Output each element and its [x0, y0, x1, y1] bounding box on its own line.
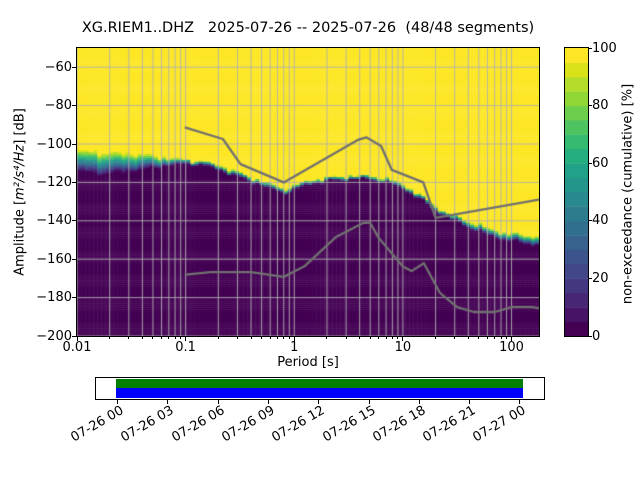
x-tick [76, 337, 78, 341]
y-tick [72, 220, 76, 222]
x-minor-tick [128, 337, 130, 340]
x-minor-tick [236, 337, 238, 340]
x-minor-tick [283, 337, 285, 340]
timeline-data-coverage-bar [116, 379, 523, 388]
ppsd-heatmap-canvas [76, 47, 540, 337]
x-minor-tick [161, 337, 163, 340]
colorbar-tick-label: 80 [592, 98, 609, 114]
x-minor-tick [276, 337, 278, 340]
x-tick [402, 337, 404, 341]
y-tick-label: −200 [36, 328, 72, 344]
x-axis-label: Period [s] [277, 355, 339, 370]
x-minor-tick [435, 337, 437, 340]
x-minor-tick [288, 337, 290, 340]
x-minor-tick [391, 337, 393, 340]
timeline-tick [519, 400, 521, 404]
colorbar-tick [588, 105, 592, 107]
x-tick-label: 1 [290, 340, 299, 355]
x-minor-tick [269, 337, 271, 340]
timeline-tick-label: 07-26 21 [420, 403, 479, 446]
timeline-tick-label: 07-26 06 [168, 403, 228, 446]
x-minor-tick [109, 337, 111, 340]
colorbar-tick-label: 40 [592, 213, 609, 229]
timeline-tick-label: 07-26 18 [370, 403, 429, 446]
x-minor-tick [454, 337, 456, 340]
y-tick-label: −160 [36, 251, 72, 267]
timeline-tick-label: 07-26 15 [319, 403, 378, 446]
timeline-tick-label: 07-26 12 [269, 403, 328, 446]
colorbar-canvas [564, 47, 589, 337]
y-tick [72, 335, 76, 337]
x-tick-label: 100 [499, 340, 524, 355]
x-tick [185, 337, 187, 341]
x-minor-tick [326, 337, 328, 340]
colorbar-tick-label: 20 [592, 270, 609, 286]
timeline-tick [267, 400, 269, 404]
x-minor-tick [506, 337, 508, 340]
y-tick [72, 258, 76, 260]
timeline-tick-label: 07-26 03 [118, 403, 177, 446]
timeline-psd-coverage-bar [116, 388, 523, 398]
x-minor-tick [486, 337, 488, 340]
colorbar-tick-label: 60 [592, 155, 609, 171]
y-tick-label: −60 [44, 59, 72, 75]
x-minor-tick [180, 337, 182, 340]
x-tick [293, 337, 295, 341]
timeline-tick [418, 400, 420, 404]
x-minor-tick [345, 337, 347, 340]
y-tick-label: −100 [36, 136, 72, 152]
x-tick-label: 0.1 [175, 340, 196, 355]
y-tick [72, 181, 76, 183]
y-tick [72, 143, 76, 145]
timeline-tick [217, 400, 219, 404]
colorbar-tick [588, 220, 592, 222]
y-tick-label: −80 [44, 98, 72, 114]
x-tick-label: 0.01 [62, 340, 92, 355]
x-tick-label: 10 [394, 340, 412, 355]
x-minor-tick [369, 337, 371, 340]
y-tick-label: −140 [36, 213, 72, 229]
plot-title: XG.RIEM1..DHZ 2025-07-26 -- 2025-07-26 (… [81, 20, 535, 36]
x-minor-tick [174, 337, 176, 340]
y-tick-label: −180 [36, 290, 72, 306]
colorbar-tick [588, 335, 592, 337]
timeline-tick-label: 07-26 09 [219, 403, 278, 446]
timeline-tick [117, 400, 118, 404]
timeline-tick [167, 400, 169, 404]
x-minor-tick [385, 337, 387, 340]
x-minor-tick [467, 337, 469, 340]
timeline-tick [318, 400, 320, 404]
x-minor-tick [168, 337, 170, 340]
x-minor-tick [478, 337, 480, 340]
x-minor-tick [217, 337, 219, 340]
colorbar-tick [588, 47, 592, 49]
y-tick [72, 66, 76, 68]
timeline-tick [469, 400, 471, 404]
colorbar-tick-label: 100 [592, 40, 617, 56]
x-minor-tick [261, 337, 263, 340]
colorbar-tick [588, 277, 592, 279]
x-minor-tick [494, 337, 496, 340]
x-tick [511, 337, 513, 341]
x-minor-tick [141, 337, 143, 340]
x-minor-tick [152, 337, 154, 340]
y-tick [72, 297, 76, 299]
timeline-tick [368, 400, 370, 404]
colorbar-tick [588, 162, 592, 164]
y-axis-label: Amplitude [m²/s⁴/Hz] [dB] [12, 108, 28, 276]
x-minor-tick [397, 337, 399, 340]
y-tick-label: −120 [36, 174, 72, 190]
y-tick [72, 105, 76, 107]
x-minor-tick [250, 337, 252, 340]
colorbar-tick-label: 0 [592, 328, 601, 344]
colorbar-label: non-exceedance (cumulative) [%] [620, 83, 636, 305]
x-minor-tick [500, 337, 502, 340]
timeline-tick-label: 07-26 00 [68, 403, 127, 446]
x-minor-tick [359, 337, 361, 340]
x-minor-tick [378, 337, 380, 340]
timeline-tick-label: 07-27 00 [470, 403, 529, 446]
